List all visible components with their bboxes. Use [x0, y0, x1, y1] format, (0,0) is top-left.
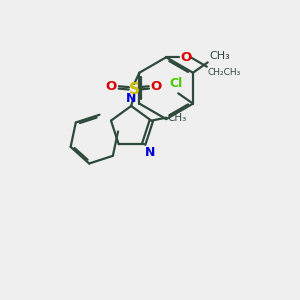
Text: N: N [145, 146, 155, 159]
Text: CH₃: CH₃ [209, 51, 230, 61]
Text: S: S [129, 82, 140, 97]
Text: O: O [151, 80, 162, 93]
Text: CH₂CH₃: CH₂CH₃ [207, 68, 241, 77]
Text: Cl: Cl [169, 77, 182, 90]
Text: N: N [125, 92, 136, 104]
Text: CH₃: CH₃ [167, 113, 187, 123]
Text: O: O [106, 80, 117, 93]
Text: O: O [180, 51, 191, 64]
